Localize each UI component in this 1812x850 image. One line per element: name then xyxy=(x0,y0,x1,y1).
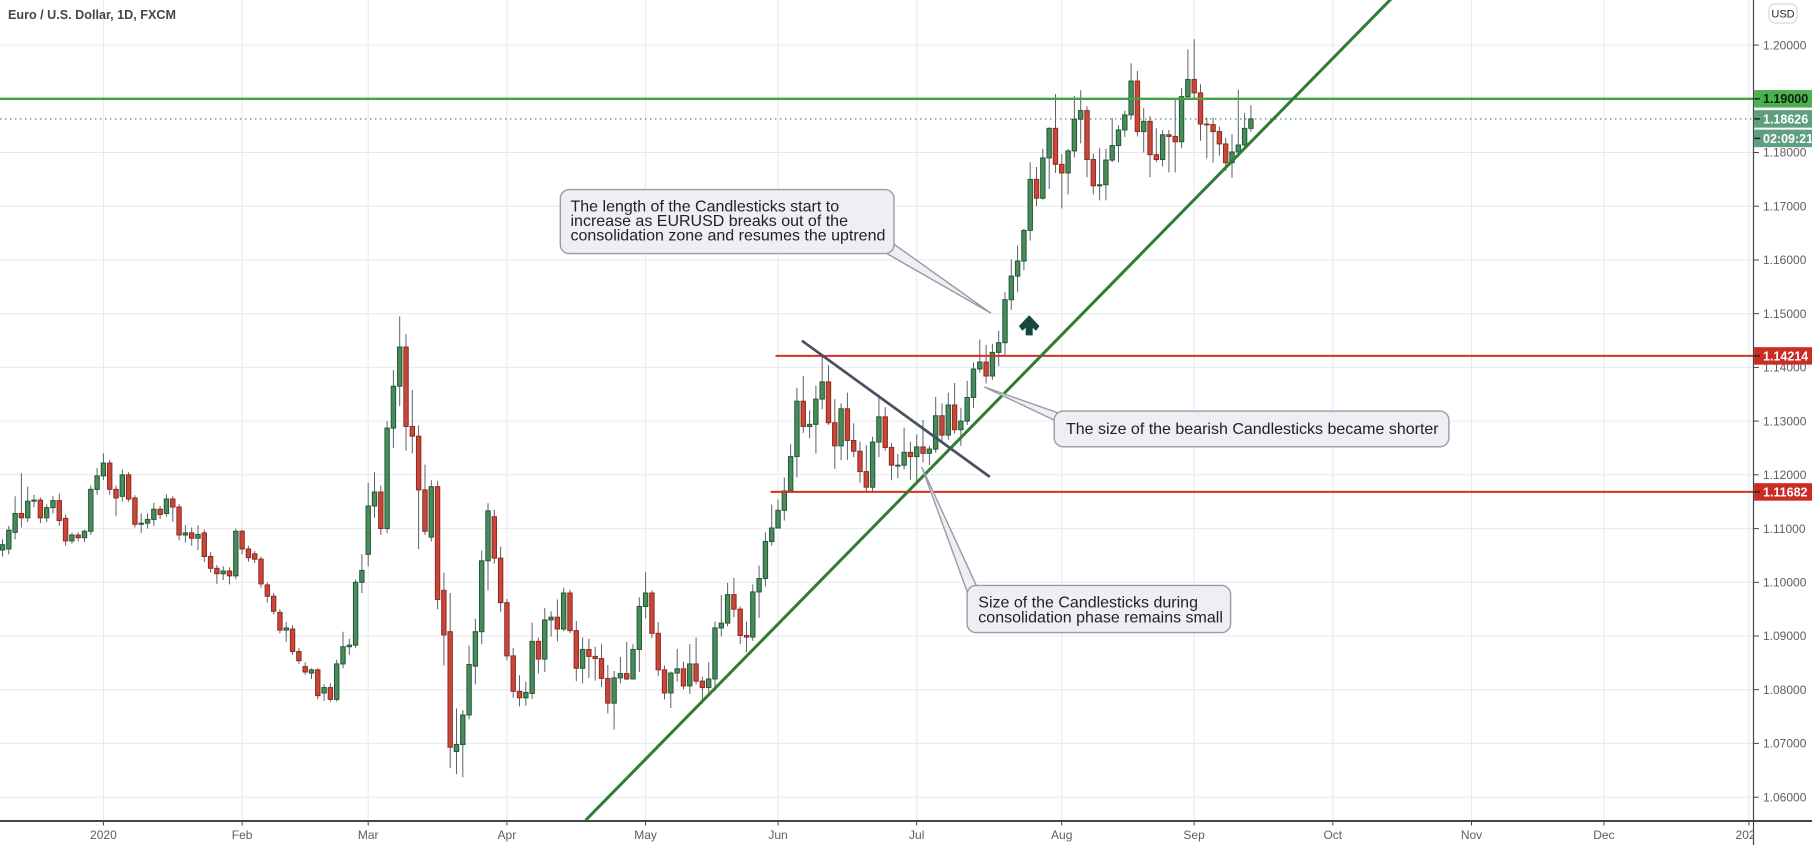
svg-text:1.15000: 1.15000 xyxy=(1763,307,1807,321)
svg-text:The length of the Candlesticks: The length of the Candlesticks start to xyxy=(571,199,840,216)
svg-text:1.18626: 1.18626 xyxy=(1763,112,1808,126)
svg-text:1.12000: 1.12000 xyxy=(1763,468,1807,482)
svg-text:Oct: Oct xyxy=(1323,828,1342,842)
svg-text:Jun: Jun xyxy=(768,828,787,842)
svg-text:1.11000: 1.11000 xyxy=(1763,522,1806,536)
svg-text:increase as EURUSD breaks out: increase as EURUSD breaks out of the xyxy=(571,213,849,230)
svg-text:2021: 2021 xyxy=(1736,828,1763,842)
svg-text:The size of the bearish Candle: The size of the bearish Candlesticks bec… xyxy=(1066,421,1439,438)
svg-text:1.08000: 1.08000 xyxy=(1763,683,1807,697)
svg-text:1.17000: 1.17000 xyxy=(1763,199,1807,213)
svg-text:1.20000: 1.20000 xyxy=(1763,38,1807,52)
svg-text:1.16000: 1.16000 xyxy=(1763,253,1807,267)
svg-text:consolidation phase remains sm: consolidation phase remains small xyxy=(978,609,1223,626)
svg-text:1.09000: 1.09000 xyxy=(1763,629,1807,643)
svg-text:consolidation zone and resumes: consolidation zone and resumes the uptre… xyxy=(571,228,886,245)
svg-text:USD: USD xyxy=(1771,9,1794,21)
svg-text:Size of the Candlesticks durin: Size of the Candlesticks during xyxy=(978,594,1198,611)
svg-text:1.13000: 1.13000 xyxy=(1763,414,1807,428)
svg-text:Mar: Mar xyxy=(358,828,379,842)
svg-text:1.06000: 1.06000 xyxy=(1763,790,1807,804)
svg-text:Dec: Dec xyxy=(1593,828,1614,842)
svg-text:Aug: Aug xyxy=(1051,828,1072,842)
svg-text:Jul: Jul xyxy=(909,828,924,842)
svg-text:1.10000: 1.10000 xyxy=(1763,576,1807,590)
svg-text:Apr: Apr xyxy=(498,828,517,842)
svg-text:1.11682: 1.11682 xyxy=(1763,485,1808,499)
svg-text:1.14214: 1.14214 xyxy=(1763,349,1808,363)
svg-text:Sep: Sep xyxy=(1183,828,1205,842)
svg-text:Nov: Nov xyxy=(1461,828,1482,842)
svg-text:May: May xyxy=(634,828,657,842)
svg-text:1.18000: 1.18000 xyxy=(1763,146,1807,160)
svg-text:Feb: Feb xyxy=(232,828,253,842)
svg-text:Euro / U.S. Dollar, 1D, FXCM: Euro / U.S. Dollar, 1D, FXCM xyxy=(8,8,176,22)
svg-text:1.07000: 1.07000 xyxy=(1763,737,1807,751)
svg-text:2020: 2020 xyxy=(90,828,117,842)
svg-text:02:09:21: 02:09:21 xyxy=(1763,132,1812,146)
svg-text:1.19000: 1.19000 xyxy=(1763,92,1808,106)
